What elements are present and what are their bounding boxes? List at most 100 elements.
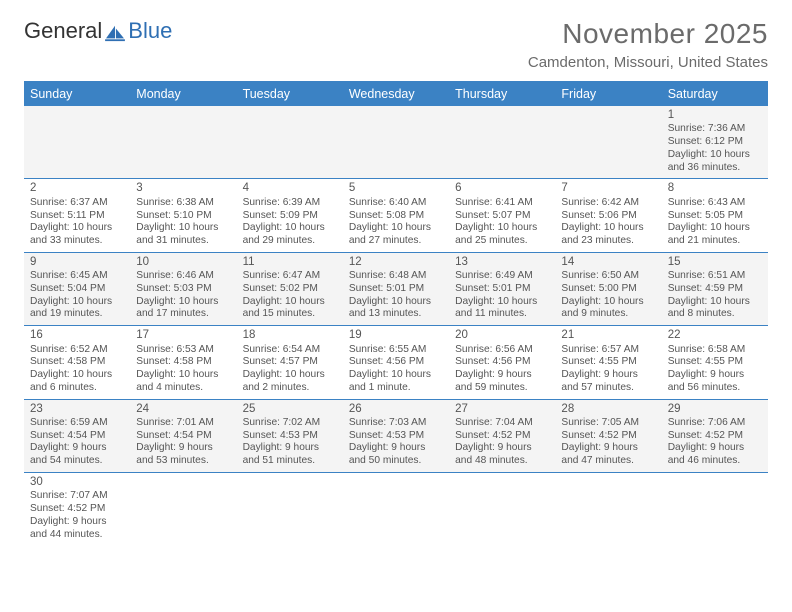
brand-part2: Blue [128, 18, 172, 44]
day-cell [130, 473, 236, 545]
daylight-text: and 53 minutes. [136, 455, 231, 468]
day-cell: 21Sunrise: 6:57 AMSunset: 4:55 PMDayligh… [555, 326, 661, 398]
day-number: 10 [136, 255, 231, 269]
daylight-text: and 1 minute. [349, 382, 444, 395]
title-block: November 2025 Camdenton, Missouri, Unite… [528, 18, 768, 71]
day-cell: 11Sunrise: 6:47 AMSunset: 5:02 PMDayligh… [237, 253, 343, 325]
calendar-page: General Blue November 2025 Camdenton, Mi… [0, 0, 792, 555]
daylight-text: and 54 minutes. [30, 455, 125, 468]
day-cell: 18Sunrise: 6:54 AMSunset: 4:57 PMDayligh… [237, 326, 343, 398]
day-cell [449, 473, 555, 545]
day-cell: 30Sunrise: 7:07 AMSunset: 4:52 PMDayligh… [24, 473, 130, 545]
day-number: 20 [455, 328, 550, 342]
daylight-text: Daylight: 9 hours [561, 369, 656, 382]
sunset-text: Sunset: 4:55 PM [668, 356, 763, 369]
sunrise-text: Sunrise: 6:56 AM [455, 344, 550, 357]
calendar: Sunday Monday Tuesday Wednesday Thursday… [24, 81, 768, 545]
day-number: 27 [455, 402, 550, 416]
day-cell: 6Sunrise: 6:41 AMSunset: 5:07 PMDaylight… [449, 179, 555, 251]
day-cell [130, 106, 236, 178]
sunset-text: Sunset: 4:54 PM [30, 430, 125, 443]
day-cell: 7Sunrise: 6:42 AMSunset: 5:06 PMDaylight… [555, 179, 661, 251]
sunset-text: Sunset: 4:56 PM [455, 356, 550, 369]
day-number: 24 [136, 402, 231, 416]
sunset-text: Sunset: 4:52 PM [668, 430, 763, 443]
dow-header: Sunday [24, 83, 130, 106]
day-number: 30 [30, 475, 125, 489]
day-cell: 23Sunrise: 6:59 AMSunset: 4:54 PMDayligh… [24, 400, 130, 472]
day-cell: 9Sunrise: 6:45 AMSunset: 5:04 PMDaylight… [24, 253, 130, 325]
daylight-text: Daylight: 10 hours [668, 296, 763, 309]
sunset-text: Sunset: 5:01 PM [455, 283, 550, 296]
sunrise-text: Sunrise: 6:57 AM [561, 344, 656, 357]
page-title: November 2025 [528, 18, 768, 50]
day-cell [343, 106, 449, 178]
week-row: 23Sunrise: 6:59 AMSunset: 4:54 PMDayligh… [24, 400, 768, 473]
sunrise-text: Sunrise: 6:38 AM [136, 197, 231, 210]
sunrise-text: Sunrise: 7:36 AM [668, 123, 763, 136]
sunset-text: Sunset: 4:53 PM [349, 430, 444, 443]
day-number: 17 [136, 328, 231, 342]
daylight-text: and 19 minutes. [30, 308, 125, 321]
day-number: 9 [30, 255, 125, 269]
day-cell: 2Sunrise: 6:37 AMSunset: 5:11 PMDaylight… [24, 179, 130, 251]
day-number: 13 [455, 255, 550, 269]
daylight-text: Daylight: 9 hours [136, 442, 231, 455]
daylight-text: Daylight: 9 hours [561, 442, 656, 455]
day-number: 16 [30, 328, 125, 342]
dow-header: Friday [555, 83, 661, 106]
sunset-text: Sunset: 5:09 PM [243, 210, 338, 223]
day-number: 15 [668, 255, 763, 269]
daylight-text: and 57 minutes. [561, 382, 656, 395]
day-number: 11 [243, 255, 338, 269]
sunrise-text: Sunrise: 7:04 AM [455, 417, 550, 430]
sunrise-text: Sunrise: 6:55 AM [349, 344, 444, 357]
sunset-text: Sunset: 4:52 PM [455, 430, 550, 443]
week-row: 2Sunrise: 6:37 AMSunset: 5:11 PMDaylight… [24, 179, 768, 252]
daylight-text: Daylight: 10 hours [136, 222, 231, 235]
day-number: 21 [561, 328, 656, 342]
day-number: 2 [30, 181, 125, 195]
day-number: 19 [349, 328, 444, 342]
day-cell: 16Sunrise: 6:52 AMSunset: 4:58 PMDayligh… [24, 326, 130, 398]
sunset-text: Sunset: 5:01 PM [349, 283, 444, 296]
sunset-text: Sunset: 4:54 PM [136, 430, 231, 443]
week-row: 1Sunrise: 7:36 AMSunset: 6:12 PMDaylight… [24, 106, 768, 179]
sunrise-text: Sunrise: 7:07 AM [30, 490, 125, 503]
day-number: 26 [349, 402, 444, 416]
sunset-text: Sunset: 5:04 PM [30, 283, 125, 296]
dow-header: Tuesday [237, 83, 343, 106]
header: General Blue November 2025 Camdenton, Mi… [24, 18, 768, 71]
sunset-text: Sunset: 5:03 PM [136, 283, 231, 296]
day-cell: 4Sunrise: 6:39 AMSunset: 5:09 PMDaylight… [237, 179, 343, 251]
sunset-text: Sunset: 4:53 PM [243, 430, 338, 443]
week-row: 9Sunrise: 6:45 AMSunset: 5:04 PMDaylight… [24, 253, 768, 326]
sunrise-text: Sunrise: 6:43 AM [668, 197, 763, 210]
day-cell [449, 106, 555, 178]
sunrise-text: Sunrise: 6:42 AM [561, 197, 656, 210]
day-cell [662, 473, 768, 545]
day-cell: 24Sunrise: 7:01 AMSunset: 4:54 PMDayligh… [130, 400, 236, 472]
daylight-text: and 8 minutes. [668, 308, 763, 321]
sunrise-text: Sunrise: 7:02 AM [243, 417, 338, 430]
day-cell: 19Sunrise: 6:55 AMSunset: 4:56 PMDayligh… [343, 326, 449, 398]
day-cell: 13Sunrise: 6:49 AMSunset: 5:01 PMDayligh… [449, 253, 555, 325]
dow-header-row: Sunday Monday Tuesday Wednesday Thursday… [24, 83, 768, 106]
day-number: 3 [136, 181, 231, 195]
sunset-text: Sunset: 5:06 PM [561, 210, 656, 223]
day-cell: 10Sunrise: 6:46 AMSunset: 5:03 PMDayligh… [130, 253, 236, 325]
day-number: 4 [243, 181, 338, 195]
daylight-text: Daylight: 10 hours [30, 296, 125, 309]
daylight-text: and 11 minutes. [455, 308, 550, 321]
sunset-text: Sunset: 5:10 PM [136, 210, 231, 223]
sunrise-text: Sunrise: 6:59 AM [30, 417, 125, 430]
brand-logo: General Blue [24, 18, 172, 44]
daylight-text: Daylight: 9 hours [668, 442, 763, 455]
sunrise-text: Sunrise: 6:54 AM [243, 344, 338, 357]
week-row: 30Sunrise: 7:07 AMSunset: 4:52 PMDayligh… [24, 473, 768, 545]
sail-icon [104, 22, 126, 40]
daylight-text: Daylight: 9 hours [30, 516, 125, 529]
brand-part1: General [24, 18, 102, 44]
daylight-text: and 33 minutes. [30, 235, 125, 248]
daylight-text: and 29 minutes. [243, 235, 338, 248]
